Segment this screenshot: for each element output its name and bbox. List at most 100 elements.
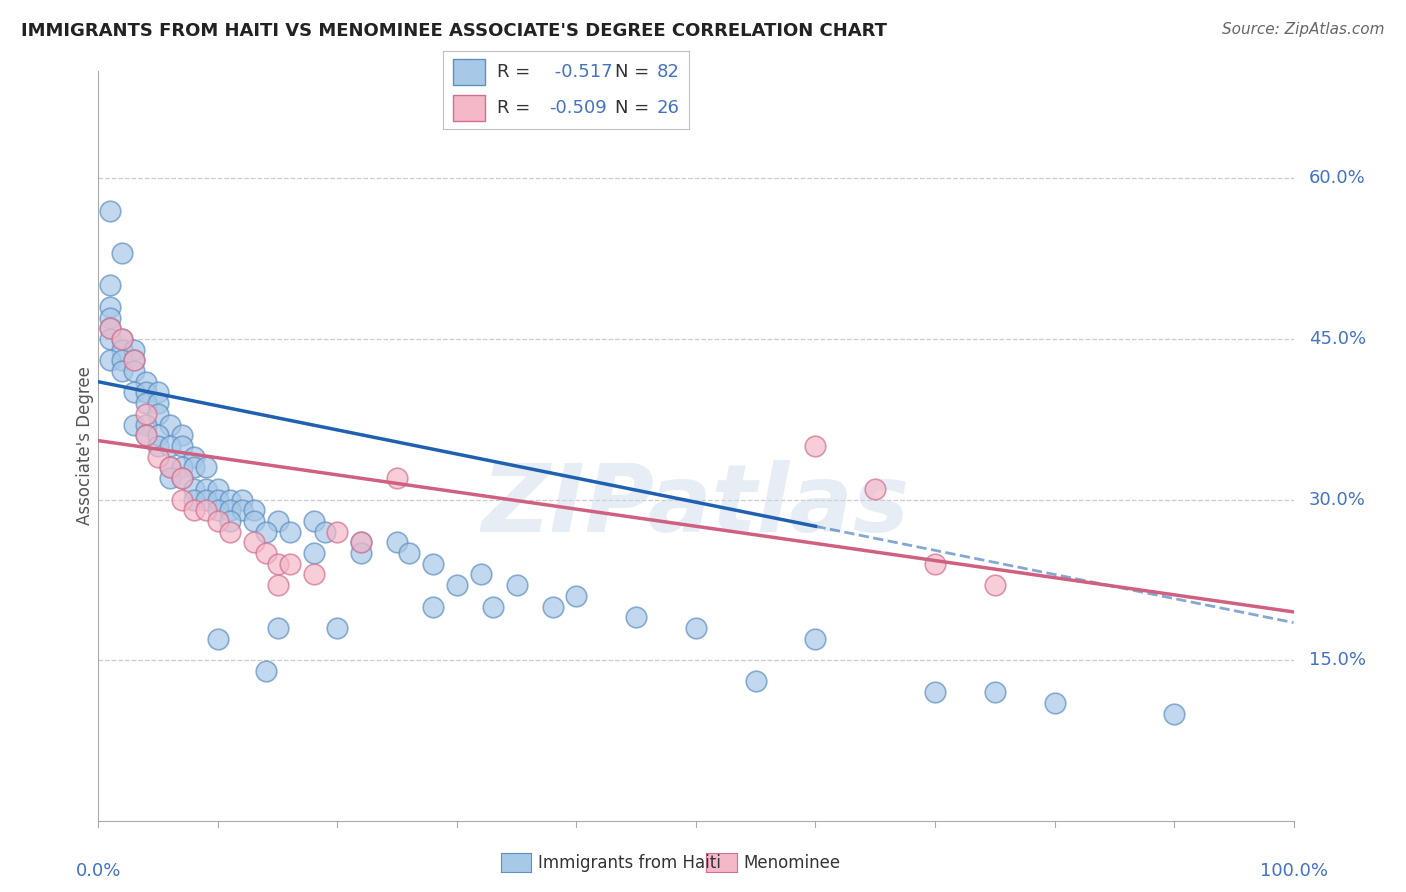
- Text: 30.0%: 30.0%: [1309, 491, 1367, 508]
- Point: [135, 407, 157, 421]
- Point: [172, 492, 194, 507]
- Point: [183, 482, 205, 496]
- Point: [278, 524, 301, 539]
- Point: [98, 310, 122, 325]
- Text: 82: 82: [657, 63, 681, 81]
- Point: [506, 578, 529, 592]
- Point: [195, 492, 218, 507]
- Point: [254, 524, 277, 539]
- Point: [219, 503, 242, 517]
- Point: [135, 417, 157, 432]
- Point: [183, 492, 205, 507]
- Point: [398, 546, 420, 560]
- Point: [98, 203, 122, 218]
- Point: [111, 353, 134, 368]
- Point: [350, 535, 373, 549]
- Point: [159, 439, 181, 453]
- Text: R =: R =: [498, 63, 536, 81]
- Point: [231, 492, 253, 507]
- Point: [315, 524, 337, 539]
- Point: [481, 599, 505, 614]
- Point: [124, 353, 146, 368]
- Point: [135, 396, 157, 410]
- Point: [219, 514, 242, 528]
- Point: [124, 364, 146, 378]
- Point: [470, 567, 492, 582]
- Text: Menominee: Menominee: [744, 854, 841, 871]
- Point: [326, 621, 349, 635]
- Point: [111, 332, 134, 346]
- Point: [172, 428, 194, 442]
- Point: [254, 546, 277, 560]
- Text: 60.0%: 60.0%: [1309, 169, 1365, 187]
- Point: [231, 503, 253, 517]
- Point: [243, 535, 266, 549]
- Point: [243, 503, 266, 517]
- Point: [924, 685, 946, 699]
- Point: [111, 246, 134, 260]
- Point: [135, 428, 157, 442]
- Point: [148, 428, 170, 442]
- Point: [183, 503, 205, 517]
- Text: 15.0%: 15.0%: [1309, 651, 1367, 669]
- Point: [219, 524, 242, 539]
- Point: [159, 417, 181, 432]
- Text: N =: N =: [616, 99, 655, 117]
- Point: [267, 514, 290, 528]
- Point: [124, 353, 146, 368]
- Point: [124, 343, 146, 357]
- Point: [422, 599, 444, 614]
- Text: IMMIGRANTS FROM HAITI VS MENOMINEE ASSOCIATE'S DEGREE CORRELATION CHART: IMMIGRANTS FROM HAITI VS MENOMINEE ASSOC…: [21, 22, 887, 40]
- Point: [422, 557, 444, 571]
- Text: Immigrants from Haiti: Immigrants from Haiti: [538, 854, 721, 871]
- Text: 45.0%: 45.0%: [1309, 330, 1367, 348]
- Point: [124, 417, 146, 432]
- Point: [267, 557, 290, 571]
- Point: [148, 385, 170, 400]
- Point: [172, 471, 194, 485]
- Point: [745, 674, 768, 689]
- Point: [1163, 706, 1185, 721]
- Point: [565, 589, 588, 603]
- Point: [219, 492, 242, 507]
- Point: [626, 610, 648, 624]
- Point: [172, 460, 194, 475]
- Point: [135, 385, 157, 400]
- Point: [278, 557, 301, 571]
- Text: Source: ZipAtlas.com: Source: ZipAtlas.com: [1222, 22, 1385, 37]
- Point: [350, 535, 373, 549]
- Point: [148, 439, 170, 453]
- Point: [302, 546, 325, 560]
- Point: [267, 621, 290, 635]
- Point: [924, 557, 946, 571]
- Point: [98, 321, 122, 335]
- Point: [350, 546, 373, 560]
- Point: [385, 471, 409, 485]
- Bar: [453, 59, 485, 86]
- Y-axis label: Associate's Degree: Associate's Degree: [76, 367, 94, 525]
- Point: [685, 621, 707, 635]
- Point: [183, 450, 205, 464]
- Text: 0.0%: 0.0%: [76, 862, 121, 880]
- Point: [243, 514, 266, 528]
- Point: [98, 278, 122, 293]
- Point: [1043, 696, 1066, 710]
- Text: 100.0%: 100.0%: [1260, 862, 1327, 880]
- Point: [148, 450, 170, 464]
- Point: [111, 343, 134, 357]
- Point: [148, 407, 170, 421]
- Text: -0.509: -0.509: [548, 99, 606, 117]
- Point: [195, 503, 218, 517]
- Point: [254, 664, 277, 678]
- Point: [135, 428, 157, 442]
- Point: [984, 685, 1007, 699]
- Point: [207, 632, 229, 646]
- Point: [804, 632, 827, 646]
- Text: R =: R =: [498, 99, 536, 117]
- Point: [172, 471, 194, 485]
- Point: [111, 364, 134, 378]
- Point: [207, 492, 229, 507]
- Point: [326, 524, 349, 539]
- Point: [446, 578, 468, 592]
- Text: ZIPatlas: ZIPatlas: [482, 460, 910, 552]
